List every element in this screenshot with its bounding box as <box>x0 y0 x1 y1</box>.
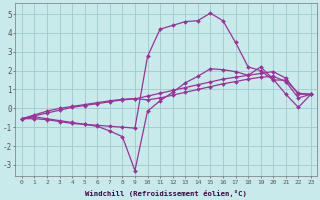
X-axis label: Windchill (Refroidissement éolien,°C): Windchill (Refroidissement éolien,°C) <box>85 190 247 197</box>
